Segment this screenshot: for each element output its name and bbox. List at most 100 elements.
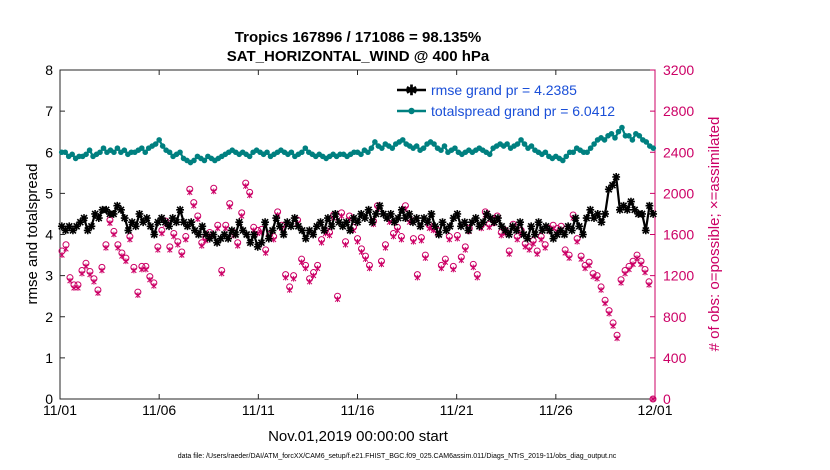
rmse-point bbox=[198, 222, 207, 231]
obs-assimilated-point bbox=[175, 241, 181, 248]
rmse-point bbox=[494, 214, 502, 222]
totalspread-point bbox=[379, 145, 385, 151]
rmse-point bbox=[150, 230, 159, 239]
obs-assimilated-point bbox=[462, 247, 469, 253]
rmse-point bbox=[434, 230, 443, 239]
totalspread-point bbox=[504, 141, 510, 147]
rmse-point bbox=[586, 205, 595, 214]
rmse-point bbox=[264, 234, 273, 243]
rmse-point bbox=[117, 205, 125, 214]
totalspread-point bbox=[601, 137, 608, 143]
rmse-point bbox=[109, 210, 118, 218]
rmse-point bbox=[187, 218, 196, 227]
obs-assimilated-point bbox=[282, 274, 289, 281]
rmse-point bbox=[357, 210, 366, 218]
obs-assimilated-point bbox=[226, 203, 233, 210]
totalspread-point bbox=[420, 145, 427, 151]
obs-assimilated-point bbox=[382, 244, 389, 251]
rmse-point bbox=[268, 226, 277, 235]
legend-rmse-marker: ✱ bbox=[406, 82, 418, 98]
rmse-point bbox=[320, 226, 329, 235]
obs-assimilated-point bbox=[286, 287, 293, 293]
totalspread-point bbox=[166, 149, 173, 156]
totalspread-point bbox=[138, 145, 145, 151]
rmse-point bbox=[209, 230, 218, 239]
totalspread-point bbox=[191, 157, 197, 164]
obs-assimilated-point bbox=[131, 267, 137, 274]
rmse-point bbox=[638, 210, 646, 218]
rmse-point bbox=[335, 218, 343, 227]
rmse-point bbox=[645, 201, 654, 210]
obs-assimilated-point bbox=[262, 250, 269, 256]
obs-assimilated-point bbox=[107, 220, 113, 227]
rmse-point bbox=[65, 222, 74, 231]
obs-assimilated-point bbox=[71, 285, 77, 291]
rmse-point bbox=[582, 214, 591, 222]
rmse-point bbox=[272, 214, 281, 222]
rmse-point bbox=[627, 197, 635, 206]
rmse-point bbox=[479, 218, 488, 227]
totalspread-point bbox=[302, 145, 309, 151]
rmse-point bbox=[257, 238, 266, 247]
obs-assimilated-point bbox=[538, 236, 544, 243]
x-tick-label: 11/11 bbox=[242, 402, 275, 418]
obs-assimilated-point bbox=[522, 243, 528, 250]
rmse-point bbox=[460, 218, 469, 227]
obs-assimilated-point bbox=[366, 265, 373, 272]
rmse-point bbox=[231, 230, 240, 239]
rmse-point bbox=[301, 234, 310, 243]
totalspread-point bbox=[299, 149, 305, 156]
totalspread-point bbox=[636, 133, 643, 139]
obs-assimilated-point bbox=[210, 188, 217, 195]
totalspread-point bbox=[626, 133, 632, 139]
obs-assimilated-point bbox=[302, 265, 309, 272]
obs-assimilated-point bbox=[514, 236, 520, 243]
totalspread-point bbox=[358, 151, 364, 158]
rmse-point bbox=[316, 218, 325, 227]
rmse-point bbox=[157, 214, 166, 222]
totalspread-point bbox=[368, 145, 375, 151]
y-tick-label-left: 0 bbox=[45, 391, 53, 407]
rmse-point bbox=[72, 222, 81, 231]
obs-assimilated-point bbox=[394, 227, 401, 234]
totalspread-point bbox=[69, 151, 75, 158]
y-tick-label-right: 2400 bbox=[663, 144, 694, 160]
x-tick-label: 11/16 bbox=[341, 402, 375, 418]
rmse-point bbox=[475, 222, 484, 231]
totalspread-point bbox=[542, 149, 549, 156]
obs-assimilated-point bbox=[127, 236, 133, 243]
rmse-point bbox=[165, 222, 173, 231]
totalspread-point bbox=[111, 149, 117, 156]
rmse-point bbox=[242, 230, 251, 239]
rmse-point bbox=[560, 230, 569, 239]
obs-assimilated-point bbox=[626, 266, 632, 273]
rmse-point bbox=[534, 218, 543, 227]
rmse-point bbox=[139, 218, 148, 227]
rmse-point bbox=[102, 205, 111, 214]
obs-assimilated-point bbox=[99, 267, 105, 274]
rmse-point bbox=[290, 214, 299, 222]
rmse-point bbox=[571, 214, 580, 222]
obs-assimilated-point bbox=[598, 287, 604, 293]
rmse-point bbox=[261, 218, 270, 227]
rmse-point bbox=[449, 214, 458, 222]
obs-assimilated-point bbox=[606, 310, 612, 317]
totalspread-point bbox=[650, 145, 657, 151]
totalspread-point bbox=[629, 137, 636, 143]
rmse-point bbox=[527, 222, 536, 231]
rmse-point bbox=[331, 210, 340, 218]
legend-rmse-label: rmse grand pr = 4.2385 bbox=[431, 82, 577, 98]
rmse-point bbox=[649, 210, 658, 218]
totalspread-point bbox=[528, 143, 535, 149]
obs-assimilated-point bbox=[602, 300, 608, 307]
totalspread-point bbox=[365, 149, 371, 156]
chart-title-line2: SAT_HORIZONTAL_WIND @ 400 hPa bbox=[227, 48, 490, 65]
totalspread-point bbox=[288, 149, 295, 156]
obs-assimilated-point bbox=[83, 263, 89, 270]
obs-assimilated-point bbox=[234, 242, 241, 249]
rmse-point bbox=[220, 230, 229, 239]
rmse-point bbox=[205, 234, 214, 243]
totalspread-point bbox=[372, 139, 378, 145]
rmse-point bbox=[57, 222, 66, 231]
